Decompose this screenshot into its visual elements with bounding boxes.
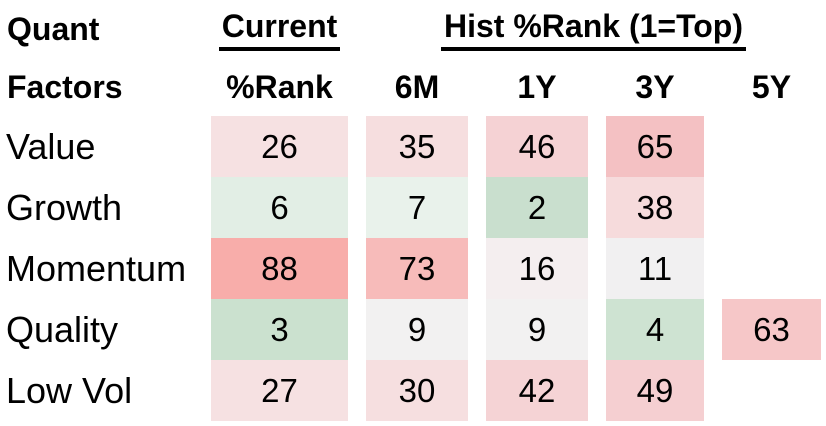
factor-label-growth: Growth xyxy=(6,186,123,228)
current-group-header: Current xyxy=(211,0,348,58)
heatmap-cell-growth-1y: 2 xyxy=(486,177,588,238)
hist-group-label: Hist %Rank (1=Top) xyxy=(441,8,746,51)
factor-label-low-vol: Low Vol xyxy=(6,369,133,411)
heatmap-cell-momentum-6m: 73 xyxy=(366,238,468,299)
heatmap-cell-momentum-1y: 16 xyxy=(486,238,588,299)
heatmap-cell-value-3y: 65 xyxy=(606,116,704,177)
heatmap-cell-quality-5y: 63 xyxy=(722,299,821,360)
heatmap-cell-value-6m: 35 xyxy=(366,116,468,177)
heatmap-cell-quality-3y: 4 xyxy=(606,299,704,360)
column-header-3y: 3Y xyxy=(635,68,675,105)
heatmap-cell-momentum-current: 88 xyxy=(211,238,348,299)
heatmap-cell-lowvol-3y: 49 xyxy=(606,360,704,421)
heatmap-cell-growth-5y xyxy=(722,177,821,238)
column-header-percent-rank: %Rank xyxy=(226,68,333,105)
heatmap-cell-value-5y xyxy=(722,116,821,177)
factor-label-momentum: Momentum xyxy=(6,247,187,289)
heatmap-cell-growth-6m: 7 xyxy=(366,177,468,238)
heatmap-cell-quality-current: 3 xyxy=(211,299,348,360)
table-title-line2: Factors xyxy=(7,68,123,105)
current-group-label: Current xyxy=(218,8,341,51)
factor-label-value: Value xyxy=(6,125,96,167)
heatmap-cell-lowvol-current: 27 xyxy=(211,360,348,421)
column-header-1y: 1Y xyxy=(517,68,557,105)
heatmap-cell-momentum-3y: 11 xyxy=(606,238,704,299)
column-header-5y: 5Y xyxy=(751,68,792,105)
heatmap-cell-lowvol-1y: 42 xyxy=(486,360,588,421)
heatmap-cell-quality-1y: 9 xyxy=(486,299,588,360)
heatmap-cell-momentum-5y xyxy=(722,238,821,299)
factor-label-quality: Quality xyxy=(6,308,119,350)
heatmap-cell-growth-current: 6 xyxy=(211,177,348,238)
heatmap-cell-value-1y: 46 xyxy=(486,116,588,177)
heatmap-cell-quality-6m: 9 xyxy=(366,299,468,360)
heatmap-cell-lowvol-5y xyxy=(722,360,821,421)
hist-group-header: Hist %Rank (1=Top) xyxy=(366,0,821,58)
table-title-line1: Quant xyxy=(7,10,100,47)
heatmap-cell-value-current: 26 xyxy=(211,116,348,177)
heatmap-cell-growth-3y: 38 xyxy=(606,177,704,238)
column-header-6m: 6M xyxy=(394,68,440,105)
heatmap-cell-lowvol-6m: 30 xyxy=(366,360,468,421)
